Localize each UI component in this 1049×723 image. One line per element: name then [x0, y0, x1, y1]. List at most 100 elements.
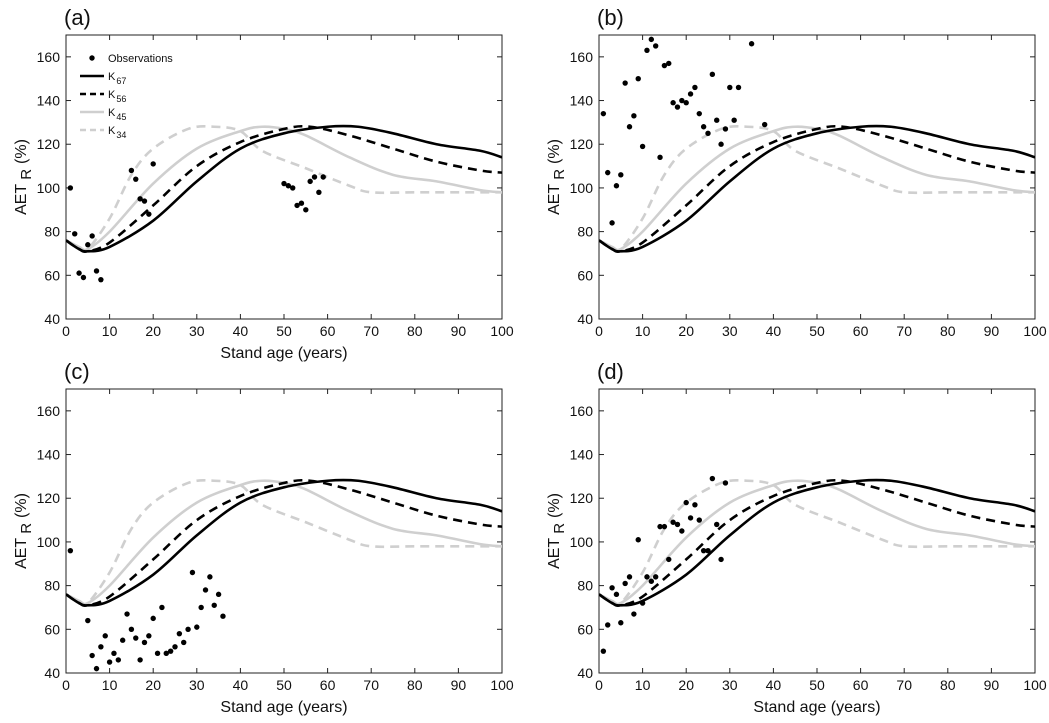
- y-tick-label: 120: [37, 136, 61, 152]
- legend-label-sub: 56: [116, 94, 126, 104]
- x-tick-label: 80: [940, 677, 956, 693]
- x-tick-label: 50: [276, 323, 292, 339]
- x-tick-label: 60: [320, 323, 336, 339]
- x-tick-label: 10: [102, 323, 118, 339]
- series-line-k67: [66, 124, 502, 253]
- x-tick-label: 30: [189, 323, 205, 339]
- observation-point: [605, 622, 611, 628]
- y-axis-label-main: AET: [546, 538, 563, 569]
- observation-point: [316, 189, 322, 195]
- observation-point: [150, 615, 156, 622]
- observation-point: [618, 620, 624, 626]
- y-axis-label: AET R (%): [546, 493, 568, 569]
- x-tick-label: 80: [407, 323, 423, 339]
- observation-point: [727, 84, 733, 91]
- observation-point: [657, 154, 663, 161]
- observation-point: [133, 176, 139, 182]
- legend-marker-observations: [89, 55, 95, 61]
- series-line-k67: [599, 478, 1035, 607]
- y-tick-label: 80: [577, 578, 593, 594]
- observation-point: [98, 276, 104, 283]
- x-tick-label: 20: [678, 677, 694, 693]
- observation-point: [666, 60, 672, 67]
- legend-label: K67: [108, 71, 126, 86]
- observation-point: [133, 635, 139, 641]
- observation-point: [731, 117, 737, 123]
- y-axis-label-main: AET: [546, 184, 563, 215]
- observation-point: [705, 547, 711, 554]
- observation-point: [146, 633, 152, 639]
- series-line-k34: [66, 125, 502, 253]
- observation-point: [696, 517, 702, 523]
- y-tick-label: 120: [570, 490, 594, 506]
- observation-point: [626, 574, 633, 580]
- panel-b: 0 10 20 30 40 50 60 70 80 90 100 40 60 80 100 120 140 160…: [546, 5, 1047, 339]
- series-line-k45: [599, 479, 1035, 606]
- x-tick-label: 60: [853, 323, 869, 339]
- y-tick-label: 100: [570, 180, 594, 196]
- y-tick-label: 80: [577, 224, 593, 240]
- series-line-k34: [599, 125, 1035, 253]
- observation-point: [718, 141, 724, 147]
- observation-point: [722, 480, 729, 486]
- observation-point: [692, 84, 698, 91]
- observation-point: [119, 637, 126, 643]
- observation-point: [735, 84, 742, 91]
- observation-point: [639, 143, 646, 150]
- x-tick-label: 40: [233, 323, 249, 339]
- y-tick-label: 100: [37, 534, 61, 550]
- x-tick-label: 70: [363, 677, 379, 693]
- x-tick-label: 20: [145, 677, 161, 693]
- y-tick-label: 80: [44, 578, 60, 594]
- observation-point: [661, 523, 668, 530]
- observation-point: [198, 604, 204, 611]
- observation-point: [639, 600, 646, 606]
- y-tick-label: 40: [577, 665, 593, 681]
- observation-point: [89, 652, 95, 659]
- legend-label-main: K: [108, 89, 116, 101]
- y-tick-label: 60: [577, 267, 593, 283]
- x-tick-label: 50: [809, 677, 825, 693]
- observation-point: [220, 613, 226, 619]
- x-tick-label: 40: [233, 677, 249, 693]
- observation-point: [674, 104, 681, 110]
- x-tick-label: 20: [678, 323, 694, 339]
- y-tick-label: 160: [37, 49, 61, 65]
- panel-label: (c): [64, 359, 90, 384]
- observation-point: [176, 630, 183, 637]
- observation-point: [613, 591, 620, 598]
- observation-point: [194, 624, 200, 630]
- legend-label: K34: [108, 125, 126, 140]
- y-axis-label-sub: R: [18, 523, 35, 534]
- observation-point: [652, 43, 659, 49]
- x-tick-label: 20: [145, 323, 161, 339]
- observation-point: [89, 233, 95, 239]
- y-tick-label: 140: [37, 447, 61, 463]
- series-line-k34: [599, 479, 1035, 607]
- observation-point: [85, 617, 91, 624]
- x-tick-label: 30: [189, 677, 205, 693]
- legend-label-main: K: [108, 125, 116, 137]
- panel-d: 0 10 20 30 40 50 60 70 80 90 100 40 60 80 100 120 140 160…: [546, 359, 1047, 716]
- x-tick-label: 80: [940, 323, 956, 339]
- observation-point: [163, 650, 169, 657]
- x-axis-label: Stand age (years): [753, 699, 880, 716]
- observation-point: [290, 185, 296, 191]
- observation-point: [298, 200, 305, 206]
- x-tick-label: 0: [595, 323, 603, 339]
- y-tick-label: 140: [37, 93, 61, 109]
- x-tick-label: 100: [490, 677, 514, 693]
- observation-point: [128, 167, 135, 174]
- observation-point: [307, 178, 313, 185]
- observation-point: [679, 97, 685, 104]
- observation-point: [106, 659, 113, 665]
- observation-point: [661, 62, 668, 69]
- x-axis-label: Stand age (years): [220, 699, 347, 716]
- y-axis-label-main: AET: [13, 184, 30, 215]
- y-axis-label-main: AET: [13, 538, 30, 569]
- observation-point: [154, 650, 161, 657]
- observation-point: [211, 602, 217, 608]
- observation-point: [141, 639, 148, 646]
- observation-point: [93, 268, 100, 274]
